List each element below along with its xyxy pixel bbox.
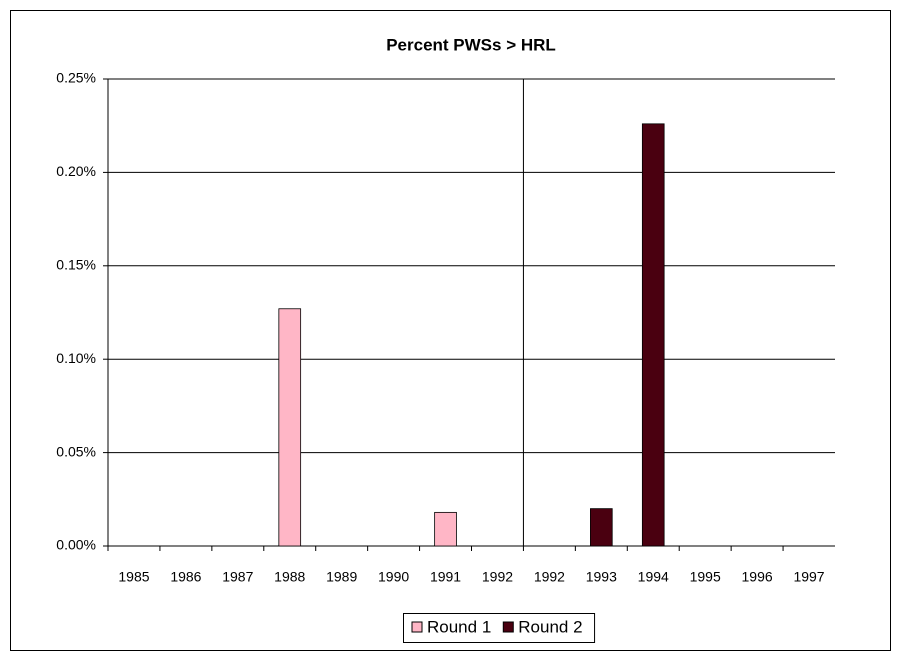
y-tick-label: 0.20%	[56, 163, 96, 179]
legend-label: Round 1	[427, 617, 491, 636]
x-tick-label: 1988	[274, 569, 305, 585]
y-tick-label: 0.05%	[56, 443, 96, 459]
x-tick-label: 1991	[430, 569, 461, 585]
x-tick-label: 1997	[793, 569, 824, 585]
x-tick-label: 1996	[742, 569, 773, 585]
legend-label: Round 2	[518, 617, 582, 636]
x-tick-label: 1992	[482, 569, 513, 585]
x-tick-label: 1990	[378, 569, 409, 585]
chart-title: Percent PWSs > HRL	[386, 35, 556, 54]
x-tick-label: 1986	[170, 569, 201, 585]
x-tick-label: 1992	[534, 569, 565, 585]
chart-border	[10, 10, 891, 651]
bar	[278, 308, 302, 547]
legend-swatch	[411, 621, 423, 633]
y-tick-label: 0.25%	[56, 70, 96, 86]
y-tick-label: 0.10%	[56, 350, 96, 366]
x-tick-label: 1989	[326, 569, 357, 585]
x-tick-label: 1994	[638, 569, 669, 585]
bar	[590, 508, 613, 547]
legend-box	[403, 613, 596, 643]
y-tick-label: 0.15%	[56, 257, 96, 273]
x-tick-label: 1985	[118, 569, 149, 585]
legend: Round 1 Round 2	[403, 613, 596, 643]
bar	[641, 123, 665, 547]
x-tick-label: 1993	[586, 569, 617, 585]
bar	[434, 511, 457, 547]
x-tick-label: 1995	[690, 569, 721, 585]
y-tick-label: 0.00%	[56, 537, 96, 553]
legend-swatch	[502, 621, 514, 633]
x-tick-label: 1987	[222, 569, 253, 585]
